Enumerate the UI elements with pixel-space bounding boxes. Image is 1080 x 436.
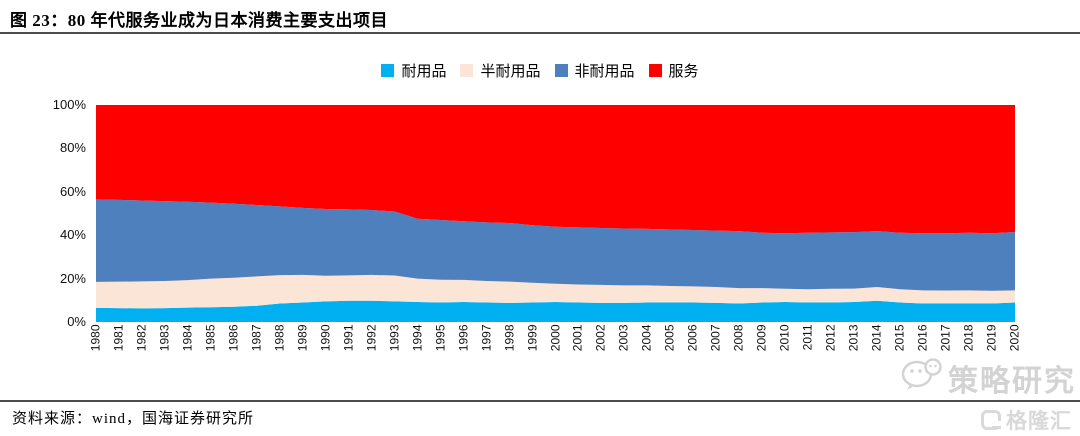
legend-item-durables: 耐用品 xyxy=(381,60,446,81)
x-tick-label: 2004 xyxy=(639,324,654,352)
x-tick-label: 1984 xyxy=(180,324,195,352)
x-tick-label: 1992 xyxy=(364,324,379,352)
legend-item-non_durables: 非耐用品 xyxy=(554,60,635,81)
area-non_durables xyxy=(96,199,1015,291)
gelonghui-logo-text: 格隆汇 xyxy=(1006,409,1072,433)
x-tick-label: 1995 xyxy=(433,324,448,352)
y-tick-label: 60% xyxy=(59,183,86,199)
x-tick-label: 2005 xyxy=(662,324,677,352)
bottom-rule xyxy=(0,400,1080,402)
figure-title: 图 23：80 年代服务业成为日本消费主要支出项目 xyxy=(10,11,388,30)
x-tick-label: 2000 xyxy=(548,324,562,352)
y-tick-label: 40% xyxy=(59,227,86,243)
source-note: 资料来源：wind，国海证券研究所 xyxy=(12,411,255,427)
top-rule xyxy=(0,32,1080,34)
legend-label-services: 服务 xyxy=(668,64,699,80)
x-tick-label: 1996 xyxy=(456,324,471,352)
x-tick-label: 1982 xyxy=(134,324,149,352)
x-tick-label: 2014 xyxy=(869,324,884,352)
x-tick-label: 1988 xyxy=(272,324,287,352)
plot-areas-svg xyxy=(96,105,1015,322)
legend-item-semi_durables: 半耐用品 xyxy=(460,60,541,81)
x-tick-label: 1983 xyxy=(157,324,172,352)
gelonghui-g-icon xyxy=(981,410,1001,430)
legend-label-durables: 耐用品 xyxy=(401,64,447,80)
x-tick-label: 1989 xyxy=(295,324,310,352)
x-tick-label: 1993 xyxy=(387,324,402,352)
y-tick-label: 0% xyxy=(67,314,86,329)
x-tick-label: 1998 xyxy=(502,324,517,352)
legend-swatch-services xyxy=(648,64,662,77)
x-tick-label: 2003 xyxy=(616,324,631,352)
x-tick-label: 2011 xyxy=(800,324,815,351)
area-services xyxy=(96,105,1015,234)
x-tick-label: 2008 xyxy=(731,324,746,352)
x-tick-label: 1991 xyxy=(341,324,356,352)
x-tick-label: 1999 xyxy=(525,324,540,352)
x-tick-label: 1990 xyxy=(318,324,333,352)
x-tick-label: 2007 xyxy=(708,324,723,352)
strategy-watermark-text: 策略研究 xyxy=(948,365,1076,398)
y-tick-label: 80% xyxy=(59,140,86,156)
x-tick-label: 1994 xyxy=(410,324,425,352)
wechat-icon xyxy=(900,357,942,399)
legend-swatch-durables xyxy=(381,64,395,77)
x-tick-label: 2006 xyxy=(685,324,700,352)
legend-label-non_durables: 非耐用品 xyxy=(574,64,635,80)
gelonghui-logo: 格隆汇 xyxy=(981,405,1072,435)
x-tick-label: 2013 xyxy=(846,324,861,352)
x-tick-label: 2009 xyxy=(754,324,769,352)
x-tick-label: 2010 xyxy=(777,324,792,352)
x-tick-label: 1987 xyxy=(249,324,264,352)
x-tick-label: 1981 xyxy=(111,324,126,352)
area-durables xyxy=(96,300,1015,322)
x-tick-label: 2002 xyxy=(593,324,608,352)
legend-swatch-semi_durables xyxy=(460,64,474,77)
x-tick-label: 1986 xyxy=(226,324,241,352)
legend-item-services: 服务 xyxy=(648,60,699,81)
legend-label-semi_durables: 半耐用品 xyxy=(480,64,541,80)
y-tick-label: 100% xyxy=(52,97,86,112)
x-tick-label: 2012 xyxy=(823,324,838,352)
legend-swatch-non_durables xyxy=(554,64,568,77)
x-tick-label: 1985 xyxy=(203,324,218,352)
x-tick-label: 1997 xyxy=(479,324,494,352)
strategy-watermark: 策略研究 xyxy=(900,356,1076,400)
area-semi_durables xyxy=(96,274,1015,309)
legend: 耐用品 半耐用品 非耐用品 服务 xyxy=(0,60,1080,81)
x-tick-label: 2001 xyxy=(570,324,585,352)
y-tick-label: 20% xyxy=(59,270,86,286)
x-tick-label: 1980 xyxy=(88,324,103,352)
